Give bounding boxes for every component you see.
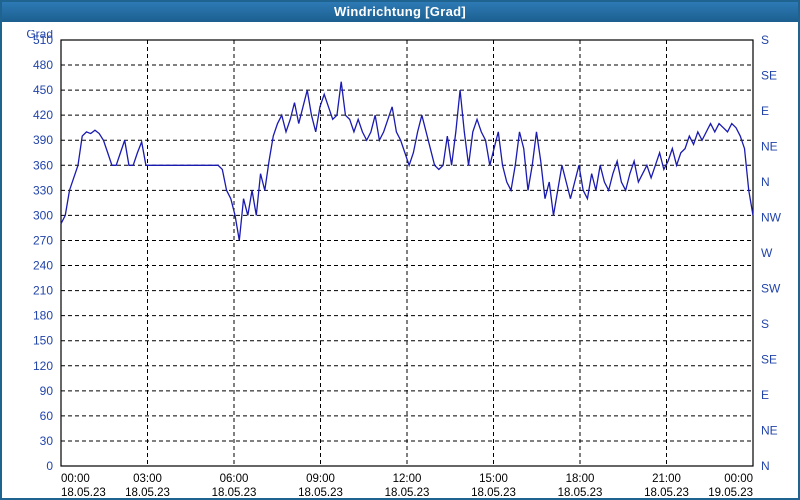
svg-text:270: 270 [33,233,53,247]
svg-text:SE: SE [761,69,777,83]
svg-text:N: N [761,459,770,473]
svg-text:SE: SE [761,353,777,367]
svg-text:21:00: 21:00 [652,473,681,485]
svg-text:0: 0 [46,459,53,473]
svg-text:00:00: 00:00 [724,473,753,485]
svg-text:90: 90 [40,384,54,398]
svg-text:S: S [761,33,769,47]
svg-text:18:00: 18:00 [566,473,595,485]
svg-text:18.05.23: 18.05.23 [644,487,689,499]
chart-window: Windrichtung [Grad] 0 30 60 90 120 150 180 210 2… [0,0,800,500]
svg-text:NW: NW [761,211,782,225]
svg-text:150: 150 [33,334,53,348]
svg-text:240: 240 [33,259,53,273]
svg-text:390: 390 [33,133,53,147]
plot-wrap: 0 30 60 90 120 150 180 210 240 270 300 330 360 390 420… [6,30,794,500]
svg-text:30: 30 [40,434,54,448]
svg-text:18.05.23: 18.05.23 [385,487,430,499]
svg-text:09:00: 09:00 [306,473,335,485]
svg-text:18.05.23: 18.05.23 [125,487,170,499]
svg-text:360: 360 [33,158,53,172]
chart-plot-area: 0 30 60 90 120 150 180 210 240 270 300 330 360 390 420… [2,22,798,500]
svg-text:18.05.23: 18.05.23 [471,487,516,499]
svg-text:18.05.23: 18.05.23 [298,487,343,499]
svg-text:120: 120 [33,359,53,373]
svg-text:19.05.23: 19.05.23 [708,487,753,499]
svg-text:18.05.23: 18.05.23 [212,487,257,499]
svg-text:S: S [761,317,769,331]
svg-text:06:00: 06:00 [220,473,249,485]
svg-text:330: 330 [33,183,53,197]
svg-text:210: 210 [33,284,53,298]
svg-text:W: W [761,246,773,260]
svg-text:E: E [761,104,769,118]
svg-text:18.05.23: 18.05.23 [61,487,106,499]
wind-direction-chart[interactable]: 0 30 60 90 120 150 180 210 240 270 300 330 360 390 420… [6,30,798,500]
svg-text:420: 420 [33,108,53,122]
svg-text:450: 450 [33,83,53,97]
svg-text:N: N [761,175,770,189]
svg-text:480: 480 [33,58,53,72]
svg-text:NE: NE [761,424,778,438]
svg-text:E: E [761,388,769,402]
svg-text:NE: NE [761,140,778,154]
svg-text:18.05.23: 18.05.23 [558,487,603,499]
svg-text:SW: SW [761,282,781,296]
svg-text:300: 300 [33,208,53,222]
svg-text:00:00: 00:00 [61,473,90,485]
chart-title-text: Windrichtung [Grad] [334,4,466,19]
svg-text:180: 180 [33,309,53,323]
svg-text:12:00: 12:00 [393,473,422,485]
svg-text:Grad: Grad [26,30,53,41]
chart-title-bar: Windrichtung [Grad] [2,2,798,22]
svg-text:60: 60 [40,409,54,423]
svg-text:03:00: 03:00 [133,473,162,485]
svg-text:15:00: 15:00 [479,473,508,485]
